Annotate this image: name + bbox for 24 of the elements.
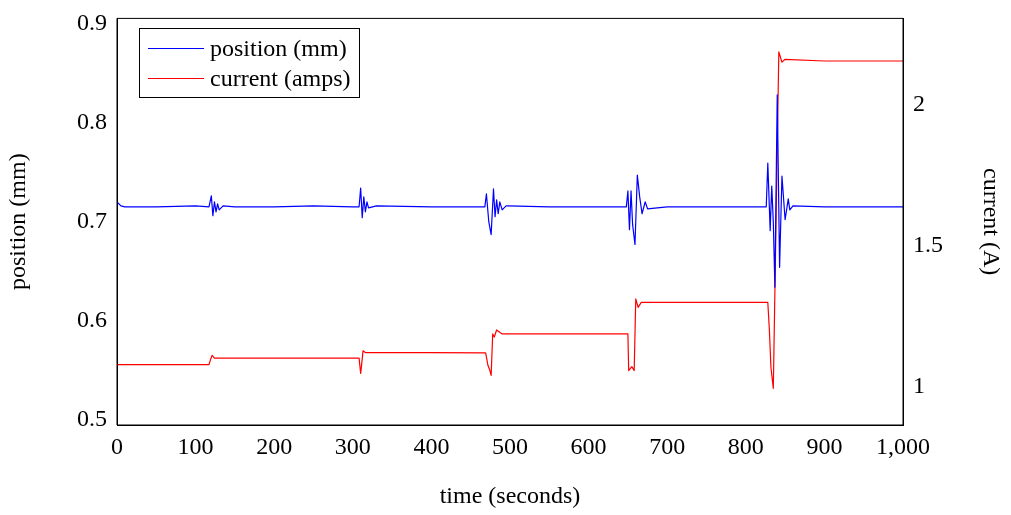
y2-axis-title: current (A) bbox=[979, 168, 1006, 276]
y2-tick-label: 2 bbox=[913, 89, 925, 116]
y-tick-label: 0.6 bbox=[77, 306, 107, 333]
x-tick-label: 400 bbox=[413, 432, 450, 459]
x-tick-label: 100 bbox=[177, 432, 214, 459]
y2-tick-label: 1 bbox=[913, 371, 925, 398]
y-axis-title: position (mm) bbox=[3, 153, 30, 291]
y-tick-label: 0.8 bbox=[77, 107, 107, 134]
x-tick-label: 1,000 bbox=[876, 432, 930, 459]
x-tick-label: 700 bbox=[649, 432, 686, 459]
x-tick-label: 600 bbox=[570, 432, 607, 459]
y-tick-label: 0.9 bbox=[77, 8, 107, 35]
x-tick-label: 800 bbox=[727, 432, 764, 459]
y2-tick-label: 1.5 bbox=[913, 230, 943, 257]
x-tick-label: 500 bbox=[492, 432, 528, 459]
x-tick-label: 200 bbox=[256, 432, 293, 459]
y-tick-label: 0.7 bbox=[77, 207, 107, 233]
y-tick-label: 0.5 bbox=[77, 405, 107, 432]
legend-label: current (amps) bbox=[210, 64, 351, 94]
x-tick-label: 300 bbox=[334, 432, 371, 459]
x-tick-label: 900 bbox=[806, 432, 843, 459]
x-tick-label: 0 bbox=[111, 432, 123, 459]
legend-label: position (mm) bbox=[210, 34, 347, 64]
x-axis-title: time (seconds) bbox=[439, 481, 581, 508]
